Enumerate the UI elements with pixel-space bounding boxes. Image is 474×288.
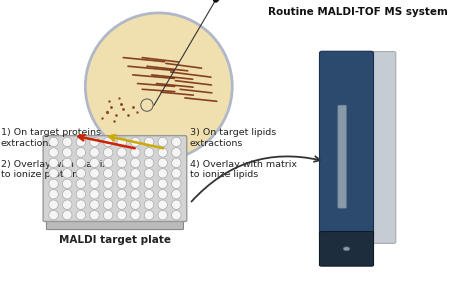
Ellipse shape (49, 200, 58, 209)
Ellipse shape (117, 200, 127, 209)
Ellipse shape (90, 137, 99, 147)
Ellipse shape (90, 190, 99, 199)
Ellipse shape (49, 179, 58, 189)
Ellipse shape (103, 137, 113, 147)
Ellipse shape (90, 179, 99, 189)
Ellipse shape (103, 200, 113, 209)
Ellipse shape (63, 168, 72, 178)
Ellipse shape (172, 137, 181, 147)
Ellipse shape (76, 158, 86, 168)
Ellipse shape (158, 137, 167, 147)
FancyBboxPatch shape (319, 232, 374, 266)
Text: 3) On target lipids
extractions: 3) On target lipids extractions (190, 128, 276, 147)
Ellipse shape (63, 148, 72, 157)
FancyBboxPatch shape (319, 51, 374, 237)
Ellipse shape (90, 158, 99, 168)
Circle shape (343, 247, 350, 251)
Ellipse shape (158, 168, 167, 178)
Ellipse shape (158, 148, 167, 157)
Ellipse shape (144, 179, 154, 189)
Ellipse shape (90, 200, 99, 209)
Text: 4) Overlay with matrix
to ionize lipids: 4) Overlay with matrix to ionize lipids (190, 160, 297, 179)
Text: Routine MALDI-TOF MS system: Routine MALDI-TOF MS system (268, 7, 448, 17)
Ellipse shape (117, 158, 127, 168)
FancyBboxPatch shape (43, 136, 187, 221)
Ellipse shape (117, 148, 127, 157)
Ellipse shape (76, 168, 86, 178)
Ellipse shape (103, 158, 113, 168)
Ellipse shape (117, 168, 127, 178)
Ellipse shape (103, 211, 113, 220)
Text: MALDI target plate: MALDI target plate (59, 235, 171, 245)
Ellipse shape (131, 168, 140, 178)
Ellipse shape (117, 137, 127, 147)
Ellipse shape (103, 179, 113, 189)
Ellipse shape (131, 137, 140, 147)
Ellipse shape (131, 148, 140, 157)
Ellipse shape (144, 148, 154, 157)
Ellipse shape (90, 168, 99, 178)
FancyBboxPatch shape (46, 218, 183, 230)
Ellipse shape (158, 200, 167, 209)
Ellipse shape (63, 200, 72, 209)
Ellipse shape (172, 158, 181, 168)
Ellipse shape (172, 148, 181, 157)
Ellipse shape (144, 190, 154, 199)
Ellipse shape (172, 211, 181, 220)
Ellipse shape (63, 190, 72, 199)
Ellipse shape (144, 137, 154, 147)
Ellipse shape (49, 158, 58, 168)
Ellipse shape (49, 168, 58, 178)
Ellipse shape (49, 137, 58, 147)
Ellipse shape (172, 200, 181, 209)
Ellipse shape (117, 190, 127, 199)
Ellipse shape (90, 148, 99, 157)
Ellipse shape (103, 148, 113, 157)
Ellipse shape (131, 179, 140, 189)
Ellipse shape (103, 190, 113, 199)
Ellipse shape (131, 158, 140, 168)
Ellipse shape (117, 211, 127, 220)
Ellipse shape (49, 211, 58, 220)
Ellipse shape (158, 211, 167, 220)
Ellipse shape (76, 200, 86, 209)
Ellipse shape (63, 179, 72, 189)
Text: 2) Overlay with matrix
to ionize proteins: 2) Overlay with matrix to ionize protein… (1, 160, 108, 179)
Ellipse shape (85, 13, 232, 160)
Ellipse shape (76, 190, 86, 199)
Ellipse shape (76, 211, 86, 220)
Ellipse shape (90, 211, 99, 220)
Ellipse shape (76, 179, 86, 189)
Ellipse shape (144, 200, 154, 209)
Ellipse shape (63, 158, 72, 168)
Ellipse shape (158, 179, 167, 189)
Ellipse shape (76, 137, 86, 147)
Ellipse shape (131, 200, 140, 209)
Ellipse shape (158, 158, 167, 168)
Ellipse shape (76, 148, 86, 157)
Ellipse shape (144, 211, 154, 220)
Ellipse shape (131, 211, 140, 220)
Ellipse shape (172, 168, 181, 178)
Ellipse shape (117, 179, 127, 189)
Ellipse shape (144, 168, 154, 178)
FancyBboxPatch shape (359, 52, 396, 243)
Text: 1) On target proteins
extractions: 1) On target proteins extractions (1, 128, 101, 147)
Ellipse shape (172, 190, 181, 199)
Ellipse shape (131, 190, 140, 199)
Ellipse shape (49, 190, 58, 199)
Ellipse shape (144, 158, 154, 168)
Ellipse shape (49, 148, 58, 157)
Ellipse shape (63, 137, 72, 147)
FancyBboxPatch shape (338, 105, 346, 208)
Ellipse shape (172, 179, 181, 189)
Ellipse shape (63, 211, 72, 220)
Ellipse shape (103, 168, 113, 178)
Ellipse shape (158, 190, 167, 199)
